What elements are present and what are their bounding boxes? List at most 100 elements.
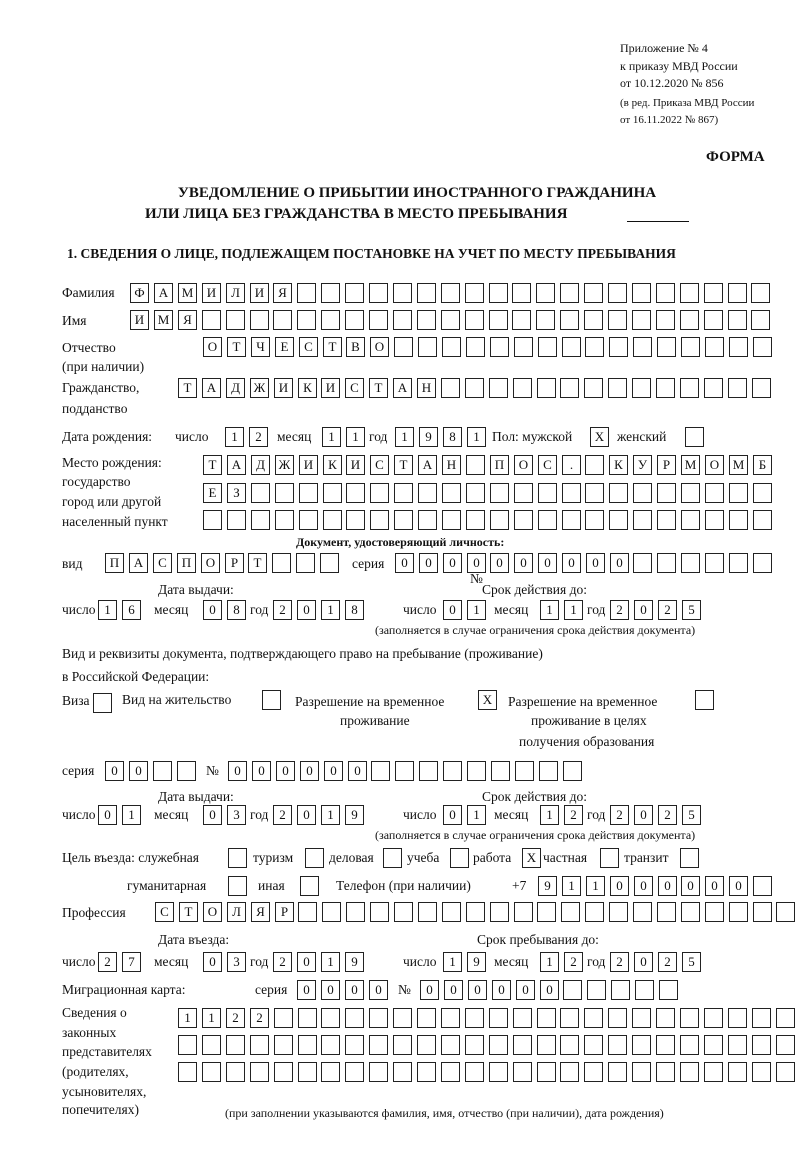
citizenship-cell[interactable] bbox=[656, 378, 675, 398]
residence-checkbox[interactable] bbox=[262, 690, 281, 710]
birthplace-1-cell[interactable]: С bbox=[370, 455, 389, 475]
surname-cell[interactable] bbox=[321, 283, 340, 303]
birthplace-1-cell[interactable]: У bbox=[633, 455, 652, 475]
profession-cell[interactable] bbox=[729, 902, 748, 922]
rep-1-cell[interactable] bbox=[680, 1008, 699, 1028]
citizenship-cell[interactable] bbox=[704, 378, 723, 398]
patronymic-cell[interactable] bbox=[442, 337, 461, 357]
rep-1-cell[interactable] bbox=[776, 1008, 795, 1028]
profession-cell[interactable] bbox=[322, 902, 341, 922]
name-cell[interactable] bbox=[489, 310, 508, 330]
birthplace-3-cell[interactable] bbox=[227, 510, 246, 530]
rep-2-cell[interactable] bbox=[250, 1035, 269, 1055]
birthplace-2-cell[interactable] bbox=[657, 483, 676, 503]
profession-cell[interactable] bbox=[370, 902, 389, 922]
purpose-work-checkbox[interactable]: X bbox=[522, 848, 541, 868]
purpose-official-checkbox[interactable] bbox=[228, 848, 247, 868]
surname-cell[interactable] bbox=[297, 283, 316, 303]
rep-1-cell[interactable] bbox=[704, 1008, 723, 1028]
rep-3-cell[interactable] bbox=[584, 1062, 603, 1082]
birthplace-2-cell[interactable] bbox=[370, 483, 389, 503]
surname-cell[interactable]: А bbox=[154, 283, 173, 303]
rep-3-cell[interactable] bbox=[465, 1062, 484, 1082]
rep-3-cell[interactable] bbox=[632, 1062, 651, 1082]
id-series-cell[interactable]: 0 bbox=[395, 553, 414, 573]
rep-3-cell[interactable] bbox=[345, 1062, 364, 1082]
id-kind-cell[interactable]: П bbox=[105, 553, 124, 573]
rep-1-cell[interactable] bbox=[632, 1008, 651, 1028]
surname-cell[interactable] bbox=[704, 283, 723, 303]
rep-1-cell[interactable] bbox=[369, 1008, 388, 1028]
patronymic-cell[interactable]: Е bbox=[275, 337, 294, 357]
stay-until-month-cell[interactable]: 1 bbox=[540, 952, 559, 972]
surname-cell[interactable]: И bbox=[202, 283, 221, 303]
birth-year-cell[interactable]: 1 bbox=[395, 427, 414, 447]
rep-1-cell[interactable] bbox=[656, 1008, 675, 1028]
rep-1-cell[interactable] bbox=[728, 1008, 747, 1028]
patronymic-cell[interactable] bbox=[418, 337, 437, 357]
profession-cell[interactable] bbox=[561, 902, 580, 922]
stay-issue-day-cell[interactable]: 1 bbox=[122, 805, 141, 825]
rep-2-cell[interactable] bbox=[417, 1035, 436, 1055]
stay-number-cell[interactable] bbox=[539, 761, 558, 781]
id-valid-month-cell[interactable]: 1 bbox=[540, 600, 559, 620]
stay-issue-year-cell[interactable]: 2 bbox=[273, 805, 292, 825]
rep-2-cell[interactable] bbox=[321, 1035, 340, 1055]
rep-3-cell[interactable] bbox=[513, 1062, 532, 1082]
profession-cell[interactable]: Я bbox=[251, 902, 270, 922]
birthplace-3-cell[interactable] bbox=[490, 510, 509, 530]
patronymic-cell[interactable]: О bbox=[370, 337, 389, 357]
phone-cell[interactable]: 0 bbox=[658, 876, 677, 896]
stay-until-day-cell[interactable]: 1 bbox=[443, 952, 462, 972]
citizenship-cell[interactable] bbox=[537, 378, 556, 398]
entry-year-cell[interactable]: 9 bbox=[345, 952, 364, 972]
rep-3-cell[interactable] bbox=[441, 1062, 460, 1082]
surname-cell[interactable]: Л bbox=[226, 283, 245, 303]
rep-3-cell[interactable] bbox=[608, 1062, 627, 1082]
id-issue-year-cell[interactable]: 8 bbox=[345, 600, 364, 620]
citizenship-cell[interactable] bbox=[752, 378, 771, 398]
id-number-cell[interactable]: 0 bbox=[586, 553, 605, 573]
name-cell[interactable] bbox=[321, 310, 340, 330]
entry-day-cell[interactable]: 7 bbox=[122, 952, 141, 972]
patronymic-cell[interactable] bbox=[490, 337, 509, 357]
surname-cell[interactable] bbox=[751, 283, 770, 303]
name-cell[interactable] bbox=[632, 310, 651, 330]
rep-1-cell[interactable] bbox=[298, 1008, 317, 1028]
surname-cell[interactable] bbox=[393, 283, 412, 303]
birthplace-1-cell[interactable]: Д bbox=[251, 455, 270, 475]
name-cell[interactable] bbox=[751, 310, 770, 330]
phone-cell[interactable]: 1 bbox=[586, 876, 605, 896]
surname-cell[interactable] bbox=[680, 283, 699, 303]
birthplace-3-cell[interactable] bbox=[299, 510, 318, 530]
birthplace-3-cell[interactable] bbox=[657, 510, 676, 530]
id-kind-cell[interactable]: Т bbox=[248, 553, 267, 573]
profession-cell[interactable] bbox=[633, 902, 652, 922]
phone-cell[interactable]: 0 bbox=[610, 876, 629, 896]
id-series-cell[interactable]: 0 bbox=[467, 553, 486, 573]
profession-cell[interactable] bbox=[753, 902, 772, 922]
birthplace-2-cell[interactable] bbox=[729, 483, 748, 503]
birth-month-cell[interactable]: 1 bbox=[322, 427, 341, 447]
surname-cell[interactable]: Ф bbox=[130, 283, 149, 303]
surname-cell[interactable] bbox=[632, 283, 651, 303]
stay-series-cell[interactable] bbox=[153, 761, 172, 781]
sex-female-checkbox[interactable] bbox=[685, 427, 704, 447]
purpose-private-checkbox[interactable] bbox=[600, 848, 619, 868]
rep-2-cell[interactable] bbox=[345, 1035, 364, 1055]
temp-permit-checkbox[interactable]: X bbox=[478, 690, 497, 710]
stay-valid-year-cell[interactable]: 2 bbox=[658, 805, 677, 825]
mig-number-cell[interactable] bbox=[587, 980, 606, 1000]
rep-3-cell[interactable] bbox=[489, 1062, 508, 1082]
surname-cell[interactable] bbox=[417, 283, 436, 303]
rep-2-cell[interactable] bbox=[226, 1035, 245, 1055]
rep-1-cell[interactable] bbox=[393, 1008, 412, 1028]
birthplace-2-cell[interactable]: З bbox=[227, 483, 246, 503]
surname-cell[interactable] bbox=[656, 283, 675, 303]
rep-3-cell[interactable] bbox=[274, 1062, 293, 1082]
birthplace-2-cell[interactable] bbox=[466, 483, 485, 503]
stay-series-cell[interactable]: 0 bbox=[129, 761, 148, 781]
name-cell[interactable]: И bbox=[130, 310, 149, 330]
birth-day-cell[interactable]: 1 bbox=[225, 427, 244, 447]
id-kind-cell[interactable] bbox=[296, 553, 315, 573]
